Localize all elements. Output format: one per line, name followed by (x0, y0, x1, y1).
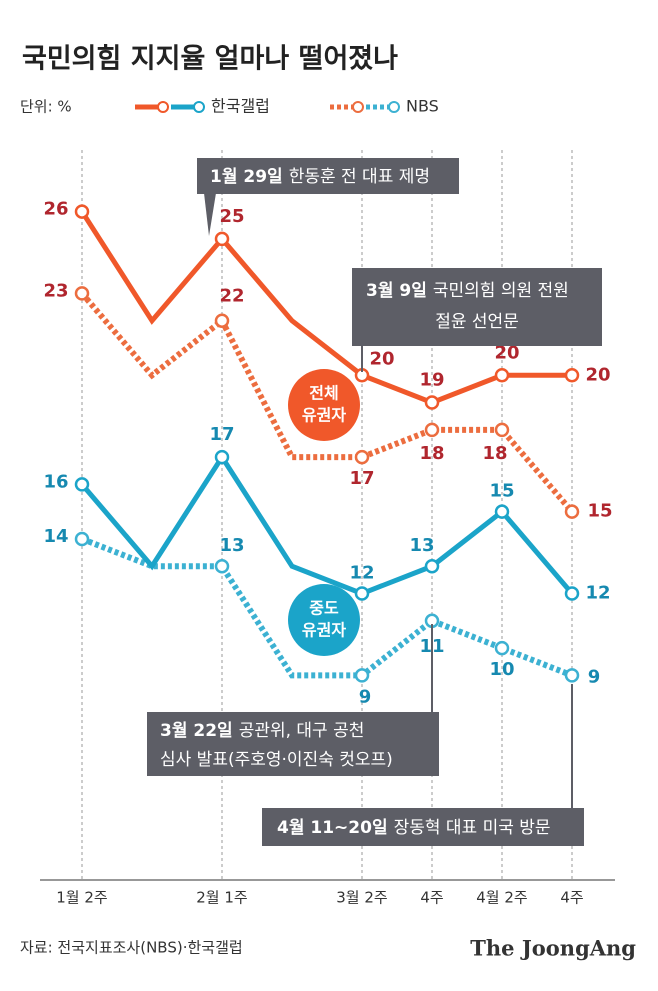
annotation-box (262, 808, 584, 846)
legend-swatch (157, 101, 169, 113)
annotation: 4월 11~20일 장동혁 대표 미국 방문 (262, 684, 584, 846)
annotation-box (352, 268, 602, 346)
annotation-line: 한동훈 전 대표 제명 (289, 167, 430, 187)
data-point (74, 286, 90, 301)
data-point (564, 504, 580, 519)
data-point (494, 504, 510, 519)
data-point (424, 558, 440, 574)
data-label: 18 (482, 443, 507, 464)
data-point (354, 668, 370, 683)
group-label: 중도 (309, 599, 339, 618)
data-point (74, 204, 90, 219)
group-label: 유권자 (302, 406, 346, 425)
group-label: 전체 (309, 384, 338, 403)
data-label: 9 (359, 686, 372, 707)
data-label: 25 (219, 206, 244, 227)
data-point (354, 449, 370, 465)
annotation-line: 공관위, 대구 공천 (239, 721, 365, 741)
annotation-pointer (204, 193, 216, 236)
data-label: 20 (585, 364, 610, 385)
group-badge (288, 584, 360, 656)
data-label: 19 (419, 370, 444, 391)
data-label: 26 (43, 199, 68, 220)
annotation-text: 3월 9일 국민의힘 의원 전원 (366, 281, 569, 301)
annotation-text: 3월 22일 공관위, 대구 공천 (160, 721, 364, 741)
x-tick-label: 4주 (560, 889, 583, 907)
data-point (424, 395, 440, 410)
group-badge (288, 369, 360, 441)
legend-label: 한국갤럽 (211, 97, 270, 116)
data-label: 12 (349, 563, 374, 584)
data-label: 13 (409, 535, 434, 556)
data-point (214, 231, 230, 247)
line-series (79, 291, 575, 514)
data-point (564, 668, 580, 683)
annotation: 3월 22일 공관위, 대구 공천 심사 발표(주호영·이진숙 컷오프) (147, 624, 439, 776)
annotation-date: 3월 9일 (366, 281, 427, 301)
line-series (80, 536, 574, 679)
data-point (74, 531, 90, 547)
data-point (494, 368, 510, 383)
data-label: 15 (587, 501, 612, 522)
annotation-line: 심사 발표(주호영·이진숙 컷오프) (160, 750, 393, 770)
legend: 한국갤럽 NBS (135, 97, 439, 116)
x-tick-label: 3월 2주 (336, 889, 387, 907)
annotation-text: 4월 11~20일 장동혁 대표 미국 방문 (277, 818, 551, 838)
data-point (74, 477, 90, 492)
data-label: 15 (489, 481, 514, 502)
data-label: 12 (585, 583, 610, 604)
legend-swatch (193, 101, 205, 113)
x-tick-label: 2월 1주 (196, 889, 247, 907)
chart-title: 국민의힘 지지율 얼마나 떨어졌나 (22, 44, 398, 75)
data-label: 22 (219, 286, 244, 307)
data-label: 18 (419, 443, 444, 464)
line-series (80, 452, 574, 597)
data-point (494, 422, 510, 438)
data-label: 10 (489, 659, 514, 680)
annotation: 1월 29일 한동훈 전 대표 제명 (197, 158, 459, 236)
annotation-box (147, 712, 439, 776)
legend-swatch (352, 101, 364, 113)
brand: The JoongAng (470, 936, 636, 961)
annotation-date: 4월 11~20일 (277, 818, 388, 838)
annotation-date: 3월 22일 (160, 721, 233, 741)
annotation: 3월 9일 국민의힘 의원 전원 절윤 선언문 (352, 268, 602, 372)
annotation-line: 장동혁 대표 미국 방문 (394, 818, 551, 838)
data-label: 14 (43, 526, 68, 547)
x-tick-label: 1월 2주 (56, 889, 107, 907)
data-label: 9 (588, 666, 601, 687)
annotation-box (197, 158, 459, 194)
group-label: 유권자 (302, 621, 346, 640)
legend-swatch (388, 101, 400, 113)
annotation-text: 1월 29일 한동훈 전 대표 제명 (210, 167, 430, 187)
data-label: 17 (209, 424, 234, 445)
unit-label: 단위: % (20, 98, 72, 116)
data-point (564, 586, 580, 601)
annotation-line: 국민의힘 의원 전원 (433, 281, 569, 301)
data-point (424, 422, 440, 438)
legend-label: NBS (406, 97, 439, 116)
data-label: 17 (349, 468, 374, 489)
data-point (214, 558, 230, 574)
line-series (79, 210, 572, 406)
data-label: 16 (43, 471, 68, 492)
data-label: 23 (43, 280, 68, 301)
x-tick-label: 4주 (420, 889, 443, 907)
data-label: 20 (494, 342, 519, 363)
data-point (214, 313, 230, 328)
data-label: 20 (369, 348, 394, 369)
source: 자료: 전국지표조사(NBS)·한국갤럽 (20, 939, 243, 957)
data-label: 13 (219, 535, 244, 556)
x-tick-label: 4월 2주 (476, 889, 527, 907)
annotation-line: 절윤 선언문 (435, 312, 519, 332)
annotation-date: 1월 29일 (210, 167, 283, 187)
data-point (564, 368, 580, 383)
data-point (494, 640, 510, 656)
data-point (354, 586, 370, 601)
data-point (214, 449, 230, 465)
